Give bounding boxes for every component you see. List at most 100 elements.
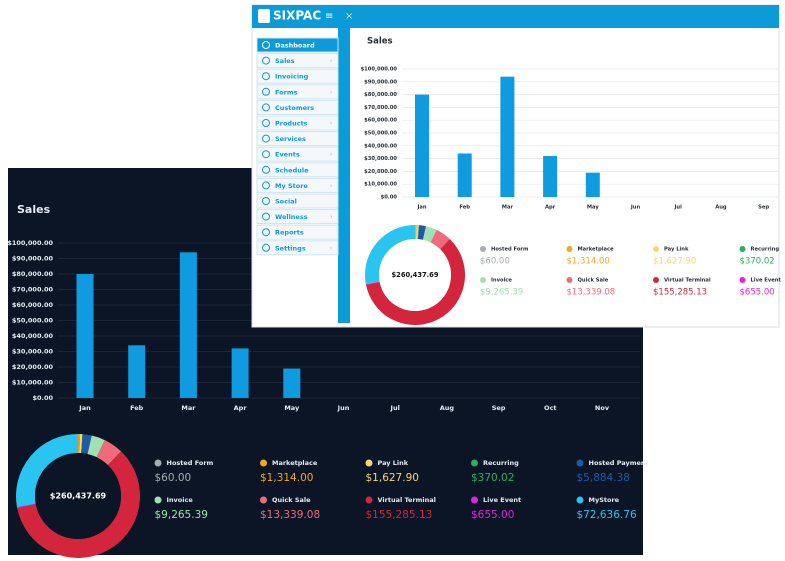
donut-segment — [365, 239, 465, 325]
legend-swatch — [576, 459, 584, 467]
legend-value: $9,265.39 — [480, 288, 523, 298]
legend-value: $13,339.08 — [567, 288, 616, 298]
donut-segment — [417, 225, 427, 240]
menu-item[interactable] — [256, 84, 339, 100]
legend-name: Hosted Payment — [589, 459, 649, 467]
legend-name: Quick Sale — [578, 278, 609, 284]
bar — [500, 76, 515, 197]
sidebar-divider — [338, 28, 350, 323]
brand: SIXPAC — [273, 9, 321, 23]
legend-name: Live Event — [751, 278, 782, 284]
menu-item[interactable] — [256, 193, 339, 209]
menu-icon — [262, 243, 270, 252]
menu-item[interactable] — [256, 146, 339, 162]
menu-icon — [262, 72, 270, 81]
bar — [543, 156, 558, 197]
y-tick-label: $0.00 — [32, 394, 53, 402]
menu-item[interactable] — [256, 68, 339, 84]
menu-item[interactable] — [256, 53, 339, 69]
donut-hole — [379, 239, 451, 311]
x-tick-label: Jun — [630, 205, 641, 211]
menu-label: My Store — [275, 182, 308, 190]
menu-item[interactable] — [256, 177, 339, 193]
menu-label: Customers — [275, 104, 314, 112]
x-tick-label: Sep — [492, 404, 506, 412]
menu-label: Reports — [275, 229, 304, 237]
menu-icon — [262, 197, 270, 205]
x-tick-label: Nov — [595, 404, 610, 412]
close-icon[interactable]: × — [345, 11, 353, 22]
menu-icon — [262, 134, 270, 143]
menu-label: Wellness — [275, 213, 308, 221]
menu-item[interactable] — [256, 162, 339, 178]
legend-value: $72,636.76 — [577, 509, 637, 521]
y-tick-label: $10,000.00 — [364, 182, 397, 188]
donut-segment — [16, 434, 79, 508]
donut-hole — [35, 453, 121, 539]
legend-name: Pay Link — [664, 247, 689, 253]
menu-icon — [262, 228, 270, 237]
menu-icon — [262, 87, 270, 96]
menu-item[interactable] — [256, 37, 339, 53]
menu-item[interactable] — [256, 209, 339, 225]
chart-title: Sales — [367, 37, 393, 47]
bar — [231, 348, 249, 398]
x-tick-label: Aug — [715, 205, 727, 211]
legend-name: Hosted Form — [167, 459, 214, 467]
y-tick-label: $20,000.00 — [364, 169, 397, 175]
menu-toggle[interactable]: ≡ — [325, 11, 333, 22]
legend-name: Recurring — [751, 247, 780, 253]
menu-item[interactable] — [256, 99, 339, 115]
x-tick-label: Oct — [544, 404, 557, 412]
menu-chevron: › — [330, 151, 332, 158]
legend-swatch — [154, 496, 162, 504]
menu-chevron: › — [330, 120, 332, 127]
x-tick-label: Apr — [234, 404, 248, 412]
bar — [76, 274, 94, 398]
x-tick-label: Feb — [459, 205, 470, 211]
legend-swatch — [739, 277, 746, 283]
legend-swatch — [653, 277, 659, 283]
menu-chevron: › — [330, 58, 332, 65]
menu-item[interactable] — [256, 131, 339, 147]
donut-segment — [81, 434, 92, 455]
menu-icon — [262, 165, 270, 174]
legend-value: $60.00 — [155, 472, 192, 484]
legend-value: $1,314.00 — [260, 472, 313, 484]
donut-total: $260,437.69 — [50, 492, 107, 501]
menu-icon — [262, 181, 270, 190]
bar — [128, 345, 146, 398]
bar — [585, 172, 600, 197]
legend-swatch — [566, 277, 573, 283]
x-tick-label: May — [587, 205, 600, 211]
y-tick-label: $70,000.00 — [12, 286, 54, 294]
menu-item[interactable] — [256, 240, 339, 256]
menu-item[interactable] — [256, 224, 339, 240]
legend-name: Virtual Terminal — [378, 496, 436, 504]
y-tick-label: $90,000.00 — [12, 255, 54, 263]
menu-icon — [262, 103, 270, 112]
x-tick-label: Jun — [337, 404, 350, 412]
menu-icon — [262, 119, 270, 127]
legend-value: $655.00 — [471, 509, 514, 521]
legend-value: $155,285.13 — [653, 288, 707, 298]
legend-swatch — [480, 246, 486, 252]
legend-name: Quick Sale — [272, 496, 311, 504]
donut-segment — [365, 225, 416, 285]
legend-swatch — [260, 459, 267, 467]
menu-label: Products — [275, 120, 308, 128]
legend-name: Hosted Form — [491, 247, 528, 253]
legend-swatch — [260, 496, 267, 504]
donut-segment — [430, 229, 450, 250]
x-tick-label: Apr — [545, 205, 556, 211]
legend-name: Recurring — [483, 459, 519, 467]
legend-name: Pay Link — [378, 459, 409, 467]
legend-value: $5,884.38 — [577, 472, 630, 484]
menu-item[interactable] — [256, 115, 339, 131]
menu-label: Sales — [275, 57, 295, 65]
top-bar — [252, 5, 779, 28]
x-tick-label: Feb — [130, 404, 144, 412]
donut-segment — [87, 435, 105, 458]
legend-swatch — [365, 459, 373, 467]
